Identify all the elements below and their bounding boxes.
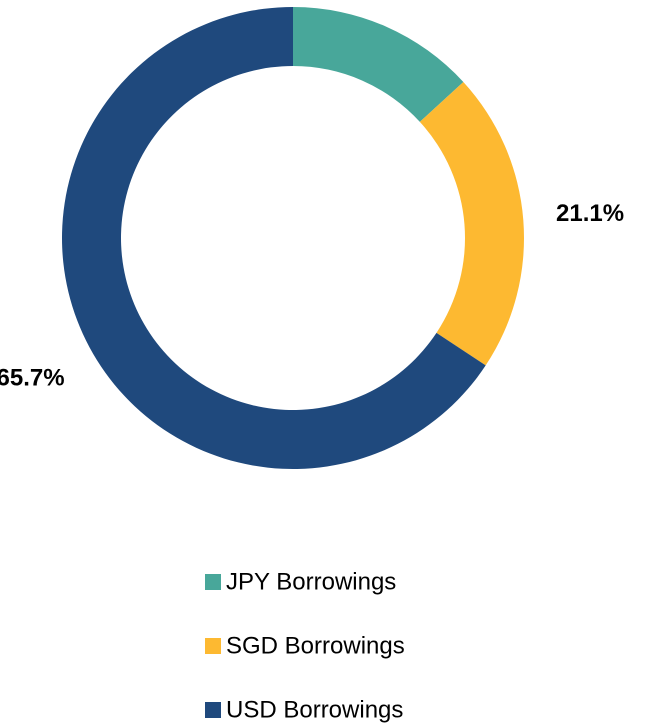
legend-swatch — [205, 702, 221, 718]
value-label: 21.1% — [556, 200, 624, 227]
donut-segment — [293, 7, 464, 122]
legend-label: USD Borrowings — [226, 696, 403, 723]
donut-segment — [419, 81, 524, 366]
legend-swatch — [205, 574, 221, 590]
legend-swatch — [205, 638, 221, 654]
legend-label: JPY Borrowings — [226, 568, 396, 595]
value-label: 65.7% — [0, 364, 65, 391]
legend-label: SGD Borrowings — [226, 632, 405, 659]
